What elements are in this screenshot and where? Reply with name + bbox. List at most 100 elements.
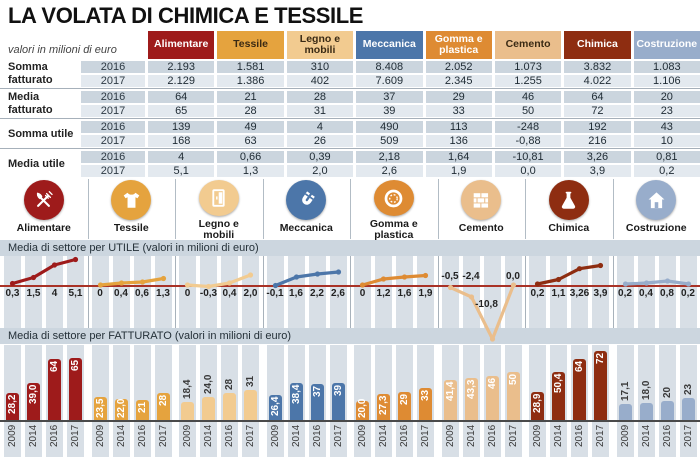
stripe [200, 256, 217, 328]
year-label: 2016 [399, 425, 410, 448]
table-cell: 39 [356, 105, 423, 117]
utile-chart-alimentare [0, 256, 88, 328]
table-cell: 64 [148, 91, 215, 103]
utile-chart-costruzione [613, 256, 700, 328]
value-label: -0,3 [199, 287, 218, 299]
table-cell: 1,3 [217, 165, 284, 177]
stripe [529, 256, 546, 328]
table-cell: 509 [356, 135, 423, 147]
table-cell: 136 [425, 135, 492, 147]
value-label: 0 [359, 287, 366, 299]
year-label: 2009 [269, 425, 281, 448]
bar-value-label: 28 [224, 378, 235, 390]
sector-icon-cell-costruzione: Costruzione [612, 178, 700, 240]
value-label: 1,2 [376, 287, 391, 299]
table-cell: 50 [494, 105, 562, 117]
value-label: 1,9 [418, 287, 433, 299]
table-cell: 0,66 [217, 151, 284, 163]
bar-value-label: 50 [507, 374, 519, 386]
stripe [550, 256, 567, 328]
stripe [417, 256, 434, 328]
year-cell: 2016 [81, 91, 145, 103]
stripe [154, 256, 172, 328]
column-header-chimica: Chimica [564, 31, 631, 59]
bar-value-label: 20 [661, 386, 673, 398]
table-cell: 1.386 [217, 75, 284, 87]
magnet-icon [286, 180, 327, 220]
house-icon [636, 180, 677, 220]
table-cell: 1.255 [494, 75, 562, 87]
stripe [179, 345, 196, 457]
bar-meccanica-2017 [331, 383, 345, 420]
value-label: 2,0 [243, 287, 258, 299]
group-divider [525, 256, 526, 328]
wardrobe-icon [198, 180, 239, 216]
bar-value-label: 28,9 [532, 394, 543, 414]
sector-label: Costruzione [625, 222, 687, 234]
column-header-legno: Legno e mobili [286, 31, 354, 59]
table-cell: 31 [286, 105, 354, 117]
group-divider [262, 256, 264, 328]
bar-value-label: 31 [245, 375, 256, 387]
stripe [133, 256, 151, 328]
table-cell: 1.073 [494, 61, 562, 73]
sector-icons-row: Alimentare Tessile Legno e mobili Meccanica… [0, 178, 700, 240]
table-cell: 3,9 [564, 165, 631, 177]
table-cell: 7.609 [356, 75, 423, 87]
year-cell: 2016 [81, 151, 145, 163]
table-cell: 139 [148, 121, 215, 133]
bar-value-label: 21 [136, 402, 148, 414]
table-cell: 192 [564, 121, 631, 133]
bar-value-label: 26,4 [269, 397, 281, 417]
year-label: 2016 [136, 425, 148, 448]
stripe [616, 345, 634, 457]
stripe [375, 256, 392, 328]
bar-legno-2009 [181, 402, 194, 420]
table-cell: 0,81 [633, 151, 700, 163]
group-divider [350, 256, 351, 328]
bar-tessile-2017 [156, 393, 170, 420]
value-label: 1,6 [289, 287, 303, 299]
bar-costruzione-2016 [660, 401, 674, 420]
table-cell: 310 [286, 61, 354, 73]
column-header-tessile: Tessile [217, 31, 284, 59]
year-label: 2017 [682, 425, 694, 448]
bar-legno-2016 [223, 393, 236, 420]
year-label: 2016 [661, 425, 673, 448]
sector-icon-cell-meccanica: Meccanica [262, 178, 351, 240]
table-cell: 4 [148, 151, 215, 163]
page-title: LA VOLATA DI CHIMICA E TESSILE [8, 3, 364, 28]
value-label: 0 [97, 287, 103, 299]
stripe [441, 256, 459, 328]
baseline [0, 420, 700, 422]
value-label: 3,9 [593, 287, 608, 299]
year-label: 2014 [290, 425, 302, 448]
table-cell: 0,0 [494, 165, 562, 177]
value-label: 1,3 [156, 287, 170, 299]
table-cell: 63 [217, 135, 284, 147]
column-header-costruzione: Costruzione [633, 31, 700, 59]
group-divider [175, 256, 176, 328]
bricks-icon [461, 180, 502, 220]
value-label: 0,2 [681, 287, 695, 299]
year-label: 2009 [182, 425, 193, 448]
year-label: 2017 [245, 425, 256, 448]
year-cell: 2017 [81, 75, 145, 87]
bar-cemento-2014 [464, 378, 478, 420]
stripe [679, 256, 697, 328]
bar-meccanica-2014 [289, 383, 303, 420]
bar-value-label: 39,0 [28, 385, 39, 405]
value-label: 0 [184, 287, 191, 299]
table-cell: 72 [564, 105, 631, 117]
table-cell: 28 [286, 91, 354, 103]
value-label: 0,4 [114, 287, 128, 299]
year-label: 2009 [357, 425, 368, 448]
value-label: 1,6 [397, 287, 412, 299]
group-divider [612, 256, 614, 328]
value-label: 2,2 [310, 287, 324, 299]
table-cell: 1.106 [633, 75, 700, 87]
table-row-group: Media fatturato 2016 64 21 28 37 29 46 64 20 2017 6… [0, 88, 700, 117]
bar-value-label: 23,5 [94, 398, 106, 418]
column-header-cemento: Cemento [494, 31, 562, 59]
table-cell: 8.408 [356, 61, 423, 73]
